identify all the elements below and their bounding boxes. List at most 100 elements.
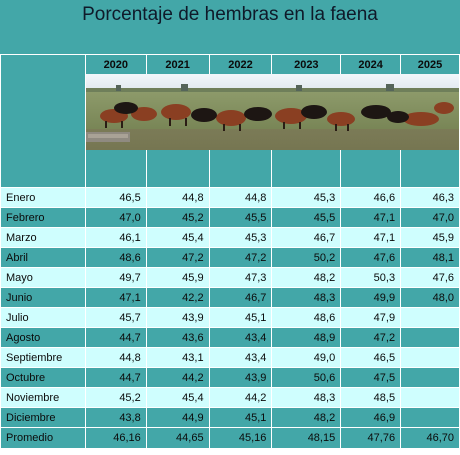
value-cell[interactable]: 45,3 [208,227,273,248]
value-cell[interactable]: 47,0 [84,207,147,228]
average-label[interactable]: Promedio [0,427,86,449]
month-label[interactable]: Julio [0,307,86,328]
month-label[interactable]: Marzo [0,227,86,248]
month-label[interactable]: Abril [0,247,86,268]
value-cell[interactable]: 48,0 [400,287,460,308]
value-cell[interactable]: 48,2 [271,267,342,288]
value-cell[interactable]: 48,3 [271,387,342,408]
value-cell[interactable]: 47,2 [340,327,402,348]
value-cell[interactable]: 45,2 [145,207,210,228]
year-header[interactable]: 2024 [340,54,402,75]
table-row: Marzo 46,1 45,4 45,3 46,7 47,1 45,9 [0,227,460,248]
month-label[interactable]: Noviembre [0,387,86,408]
value-cell[interactable]: 50,6 [271,367,342,388]
value-cell[interactable]: 45,1 [208,307,273,328]
value-cell[interactable]: 45,2 [84,387,147,408]
month-label[interactable]: Junio [0,287,86,308]
average-cell[interactable]: 47,76 [340,427,402,449]
value-cell[interactable] [400,407,460,428]
year-header[interactable]: 2021 [145,54,210,75]
value-cell[interactable]: 47,5 [340,367,402,388]
value-cell[interactable]: 48,5 [340,387,402,408]
value-cell[interactable]: 47,2 [208,247,273,268]
average-cell[interactable]: 48,15 [271,427,342,449]
value-cell[interactable]: 43,4 [208,327,273,348]
value-cell[interactable]: 43,1 [145,347,210,368]
value-cell[interactable]: 48,2 [271,407,342,428]
value-cell[interactable]: 45,1 [208,407,273,428]
month-label[interactable]: Octubre [0,367,86,388]
value-cell[interactable]: 46,6 [340,187,402,208]
value-cell[interactable]: 49,9 [340,287,402,308]
value-cell[interactable]: 47,6 [400,267,460,288]
value-cell[interactable]: 46,7 [208,287,273,308]
value-cell[interactable]: 45,9 [400,227,460,248]
value-cell[interactable]: 46,9 [340,407,402,428]
month-label[interactable]: Agosto [0,327,86,348]
value-cell[interactable]: 45,4 [145,387,210,408]
value-cell[interactable]: 44,8 [208,187,273,208]
value-cell[interactable]: 48,6 [84,247,147,268]
value-cell[interactable]: 43,9 [145,307,210,328]
average-cell[interactable]: 44,65 [145,427,210,449]
value-cell[interactable]: 49,0 [271,347,342,368]
value-cell[interactable]: 43,8 [84,407,147,428]
value-cell[interactable]: 44,7 [84,367,147,388]
year-header[interactable]: 2022 [208,54,273,75]
value-cell[interactable]: 45,7 [84,307,147,328]
value-cell[interactable]: 47,3 [208,267,273,288]
value-cell[interactable]: 43,6 [145,327,210,348]
value-cell[interactable]: 45,9 [145,267,210,288]
value-cell[interactable]: 44,2 [208,387,273,408]
value-cell[interactable]: 47,1 [84,287,147,308]
value-cell[interactable]: 47,1 [340,227,402,248]
value-cell[interactable]: 46,3 [400,187,460,208]
value-cell[interactable]: 46,1 [84,227,147,248]
value-cell[interactable]: 50,3 [340,267,402,288]
value-cell[interactable]: 47,1 [340,207,402,228]
value-cell[interactable]: 44,8 [84,347,147,368]
value-cell[interactable] [400,367,460,388]
value-cell[interactable] [400,347,460,368]
value-cell[interactable]: 47,9 [340,307,402,328]
value-cell[interactable]: 46,7 [271,227,342,248]
average-cell[interactable]: 45,16 [208,427,273,449]
value-cell[interactable]: 45,4 [145,227,210,248]
value-cell[interactable]: 46,5 [84,187,147,208]
cattle-photo [86,74,459,150]
value-cell[interactable]: 45,5 [271,207,342,228]
value-cell[interactable]: 45,5 [208,207,273,228]
year-header[interactable]: 2023 [271,54,342,75]
value-cell[interactable]: 44,7 [84,327,147,348]
average-cell[interactable]: 46,70 [400,427,460,449]
value-cell[interactable]: 42,2 [145,287,210,308]
value-cell[interactable]: 48,3 [271,287,342,308]
value-cell[interactable] [400,387,460,408]
value-cell[interactable]: 44,8 [145,187,210,208]
month-label[interactable]: Febrero [0,207,86,228]
value-cell[interactable]: 48,9 [271,327,342,348]
year-header[interactable]: 2020 [84,54,147,75]
value-cell[interactable] [400,327,460,348]
value-cell[interactable]: 43,9 [208,367,273,388]
value-cell[interactable]: 44,2 [145,367,210,388]
value-cell[interactable]: 48,6 [271,307,342,328]
value-cell[interactable]: 48,1 [400,247,460,268]
month-label[interactable]: Mayo [0,267,86,288]
value-cell[interactable]: 46,5 [340,347,402,368]
value-cell[interactable]: 45,3 [271,187,342,208]
value-cell[interactable]: 47,0 [400,207,460,228]
month-label[interactable]: Diciembre [0,407,86,428]
year-header[interactable]: 2025 [400,54,460,75]
table-row: Junio 47,1 42,2 46,7 48,3 49,9 48,0 [0,287,460,308]
value-cell[interactable]: 50,2 [271,247,342,268]
month-label[interactable]: Enero [0,187,86,208]
month-label[interactable]: Septiembre [0,347,86,368]
value-cell[interactable]: 49,7 [84,267,147,288]
average-cell[interactable]: 46,16 [84,427,147,449]
value-cell[interactable]: 47,2 [145,247,210,268]
value-cell[interactable]: 47,6 [340,247,402,268]
value-cell[interactable] [400,307,460,328]
value-cell[interactable]: 44,9 [145,407,210,428]
value-cell[interactable]: 43,4 [208,347,273,368]
